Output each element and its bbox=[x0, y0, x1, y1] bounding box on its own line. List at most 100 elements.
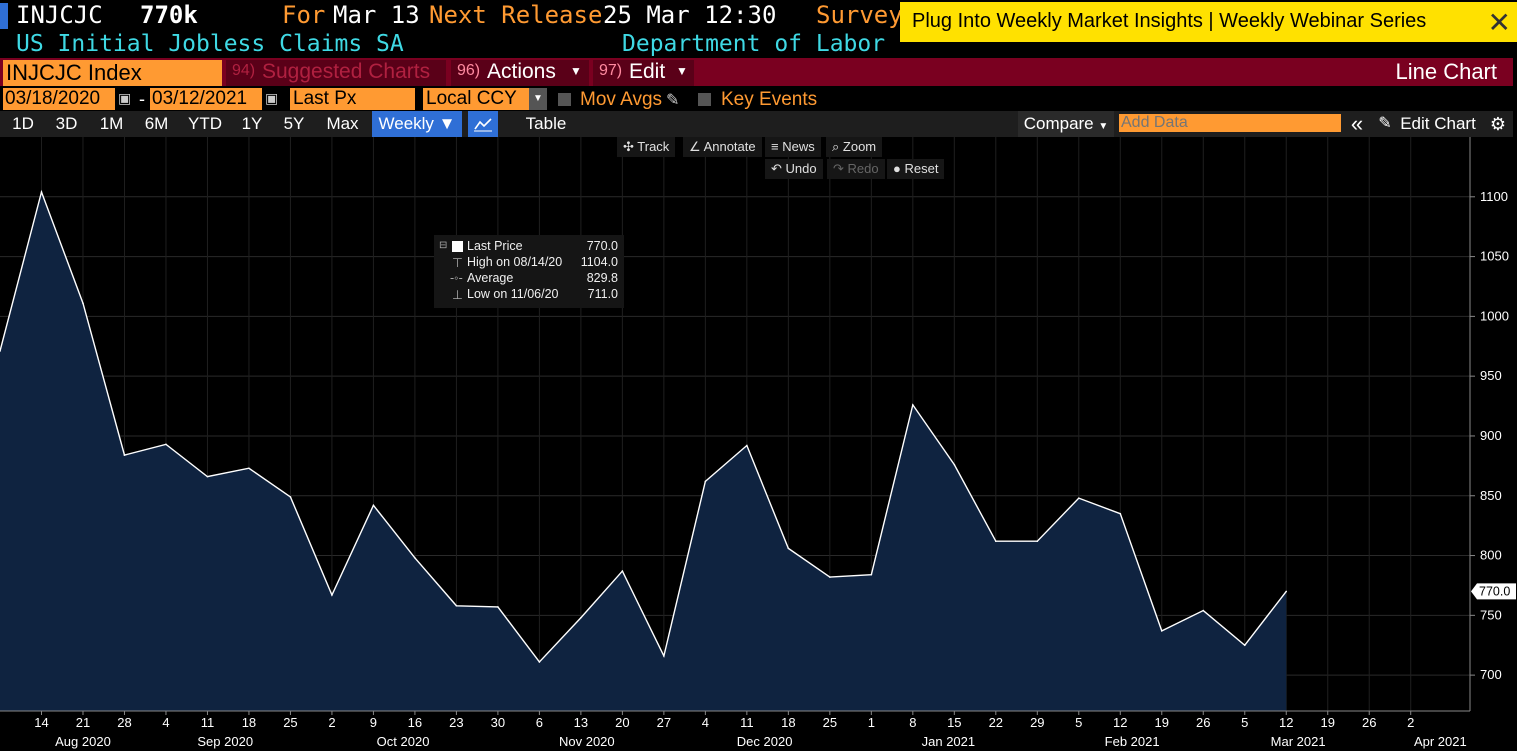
low-marker-icon: ⊥ bbox=[452, 288, 463, 302]
data-point bbox=[995, 540, 997, 542]
edit-menu[interactable]: 97) Edit ▼ bbox=[593, 60, 694, 86]
y-axis: 700 750 800 850 900 950 1000 1050 1100 bbox=[1469, 137, 1509, 711]
data-point bbox=[455, 604, 458, 607]
ticker-symbol: INJCJC bbox=[16, 1, 103, 29]
last-value-marker: 770.0 bbox=[1471, 583, 1516, 600]
data-point bbox=[912, 404, 914, 406]
currency-dropdown-button[interactable]: ▼ bbox=[529, 88, 547, 110]
data-point bbox=[746, 444, 748, 447]
magnifier-icon: ⌕ bbox=[832, 139, 843, 154]
x-month-label: Dec 2020 bbox=[737, 734, 793, 749]
currency-select[interactable]: Local CCY bbox=[423, 88, 529, 110]
period-3d-button[interactable]: 3D bbox=[55, 114, 78, 133]
edit-chart-button[interactable]: Edit Chart bbox=[1400, 114, 1476, 133]
period-max-button[interactable]: Max bbox=[326, 114, 359, 133]
news-button[interactable]: ≡ News bbox=[765, 137, 821, 157]
start-date-field[interactable]: 03/18/2020 bbox=[3, 88, 115, 110]
date-separator: - bbox=[139, 89, 145, 109]
end-date-text: 03/12/2021 bbox=[152, 88, 248, 109]
end-date-field[interactable]: 03/12/2021 bbox=[150, 88, 262, 110]
x-tick-label: 9 bbox=[370, 715, 377, 730]
undo-button[interactable]: ↶ Undo bbox=[765, 159, 823, 179]
period-1m-button[interactable]: 1M bbox=[99, 114, 124, 133]
x-month-label: Apr 2021 bbox=[1414, 734, 1467, 749]
x-tick-label: 18 bbox=[242, 715, 256, 730]
edit-label: Edit bbox=[629, 60, 666, 83]
close-icon[interactable]: ✕ bbox=[1487, 7, 1511, 38]
collapse-icon[interactable]: « bbox=[1350, 111, 1364, 136]
data-point bbox=[1036, 540, 1039, 542]
redo-button[interactable]: ↷ Redo bbox=[827, 159, 885, 179]
chevron-down-icon: ▼ bbox=[533, 93, 543, 104]
x-tick-label: 2 bbox=[1407, 715, 1414, 730]
y-tick-label: 950 bbox=[1480, 368, 1502, 383]
x-month-label: Nov 2020 bbox=[559, 734, 615, 749]
data-point bbox=[538, 661, 541, 663]
x-tick-label: 1 bbox=[868, 715, 875, 730]
x-tick-label: 5 bbox=[1241, 715, 1248, 730]
data-point bbox=[165, 443, 167, 446]
chart-type-label: Line Chart bbox=[1395, 59, 1497, 84]
undo-icon: ↶ bbox=[771, 161, 786, 176]
chart-legend[interactable]: ⊟ Last Price 770.0 ⊤ High on 08/14/20 11… bbox=[434, 235, 624, 308]
x-tick-label: 6 bbox=[536, 715, 543, 730]
x-tick-label: 18 bbox=[781, 715, 795, 730]
y-tick-label: 850 bbox=[1480, 488, 1502, 503]
security-field-text: INJCJC Index bbox=[6, 60, 142, 85]
x-tick-label: 19 bbox=[1321, 715, 1335, 730]
table-button[interactable]: Table bbox=[525, 114, 567, 133]
y-tick-label: 1000 bbox=[1480, 308, 1509, 323]
promo-banner[interactable]: Plug Into Weekly Market Insights | Weekl… bbox=[900, 2, 1517, 42]
x-tick-label: 20 bbox=[615, 715, 629, 730]
mov-avgs-checkbox[interactable] bbox=[558, 93, 571, 106]
price-field-text: Last Px bbox=[293, 88, 357, 109]
pencil-icon[interactable]: ✎ bbox=[666, 92, 680, 109]
x-tick-label: 2 bbox=[328, 715, 335, 730]
redo-label: Redo bbox=[847, 161, 879, 176]
data-point bbox=[1243, 644, 1246, 647]
currency-text: Local CCY bbox=[426, 88, 517, 109]
key-events-checkbox[interactable] bbox=[698, 93, 711, 106]
actions-menu[interactable]: 96) Actions ▼ bbox=[451, 60, 589, 86]
annotate-button[interactable]: ∠ Annotate bbox=[683, 137, 762, 157]
security-field[interactable]: INJCJC Index bbox=[3, 60, 222, 86]
line-chart-icon[interactable] bbox=[468, 111, 498, 137]
frequency-select[interactable]: Weekly ▼ bbox=[372, 111, 462, 137]
add-data-input[interactable] bbox=[1119, 114, 1341, 132]
chevron-down-icon: ▼ bbox=[1098, 121, 1109, 132]
track-button[interactable]: ✣ Track bbox=[617, 137, 676, 157]
zoom-label: Zoom bbox=[842, 139, 877, 154]
data-point bbox=[829, 576, 831, 578]
start-date-text: 03/18/2020 bbox=[5, 88, 101, 109]
x-tick-label: 14 bbox=[34, 715, 48, 730]
x-tick-label: 30 bbox=[491, 715, 505, 730]
period-5y-button[interactable]: 5Y bbox=[283, 114, 305, 133]
period-6m-button[interactable]: 6M bbox=[144, 114, 169, 133]
period-1d-button[interactable]: 1D bbox=[12, 114, 34, 133]
period-ytd-button[interactable]: YTD bbox=[188, 114, 222, 133]
data-point bbox=[289, 496, 292, 498]
banner-text: Plug Into Weekly Market Insights | Weekl… bbox=[912, 10, 1427, 32]
legend-high-label: High on 08/14/20 bbox=[467, 255, 563, 269]
legend-high-value: 1104.0 bbox=[580, 255, 618, 269]
compare-label: Compare bbox=[1023, 114, 1094, 133]
last-value: 770k bbox=[140, 1, 198, 29]
data-point bbox=[1160, 630, 1163, 632]
compare-menu[interactable]: Compare ▼ bbox=[1018, 111, 1114, 137]
zoom-button[interactable]: ⌕ Zoom bbox=[826, 137, 883, 157]
period-1y-button[interactable]: 1Y bbox=[241, 114, 263, 133]
reset-button[interactable]: ● Reset bbox=[887, 159, 945, 179]
x-month-label: Mar 2021 bbox=[1271, 734, 1326, 749]
data-point bbox=[1119, 512, 1122, 515]
calendar-icon[interactable]: ▣ bbox=[265, 90, 279, 106]
price-field-select[interactable]: Last Px bbox=[290, 88, 415, 110]
legend-average-value: 829.8 bbox=[586, 271, 618, 285]
survey-label: Survey bbox=[816, 1, 903, 29]
collapse-legend-icon[interactable]: ⊟ bbox=[439, 240, 448, 251]
pencil-icon[interactable]: ✎ bbox=[1378, 115, 1392, 132]
calendar-icon[interactable]: ▣ bbox=[118, 90, 132, 106]
suggested-charts-menu[interactable]: 94) Suggested Charts bbox=[226, 60, 446, 86]
gear-icon[interactable]: ⚙ bbox=[1489, 114, 1507, 134]
next-release-date: 25 Mar 12:30 bbox=[603, 1, 777, 29]
